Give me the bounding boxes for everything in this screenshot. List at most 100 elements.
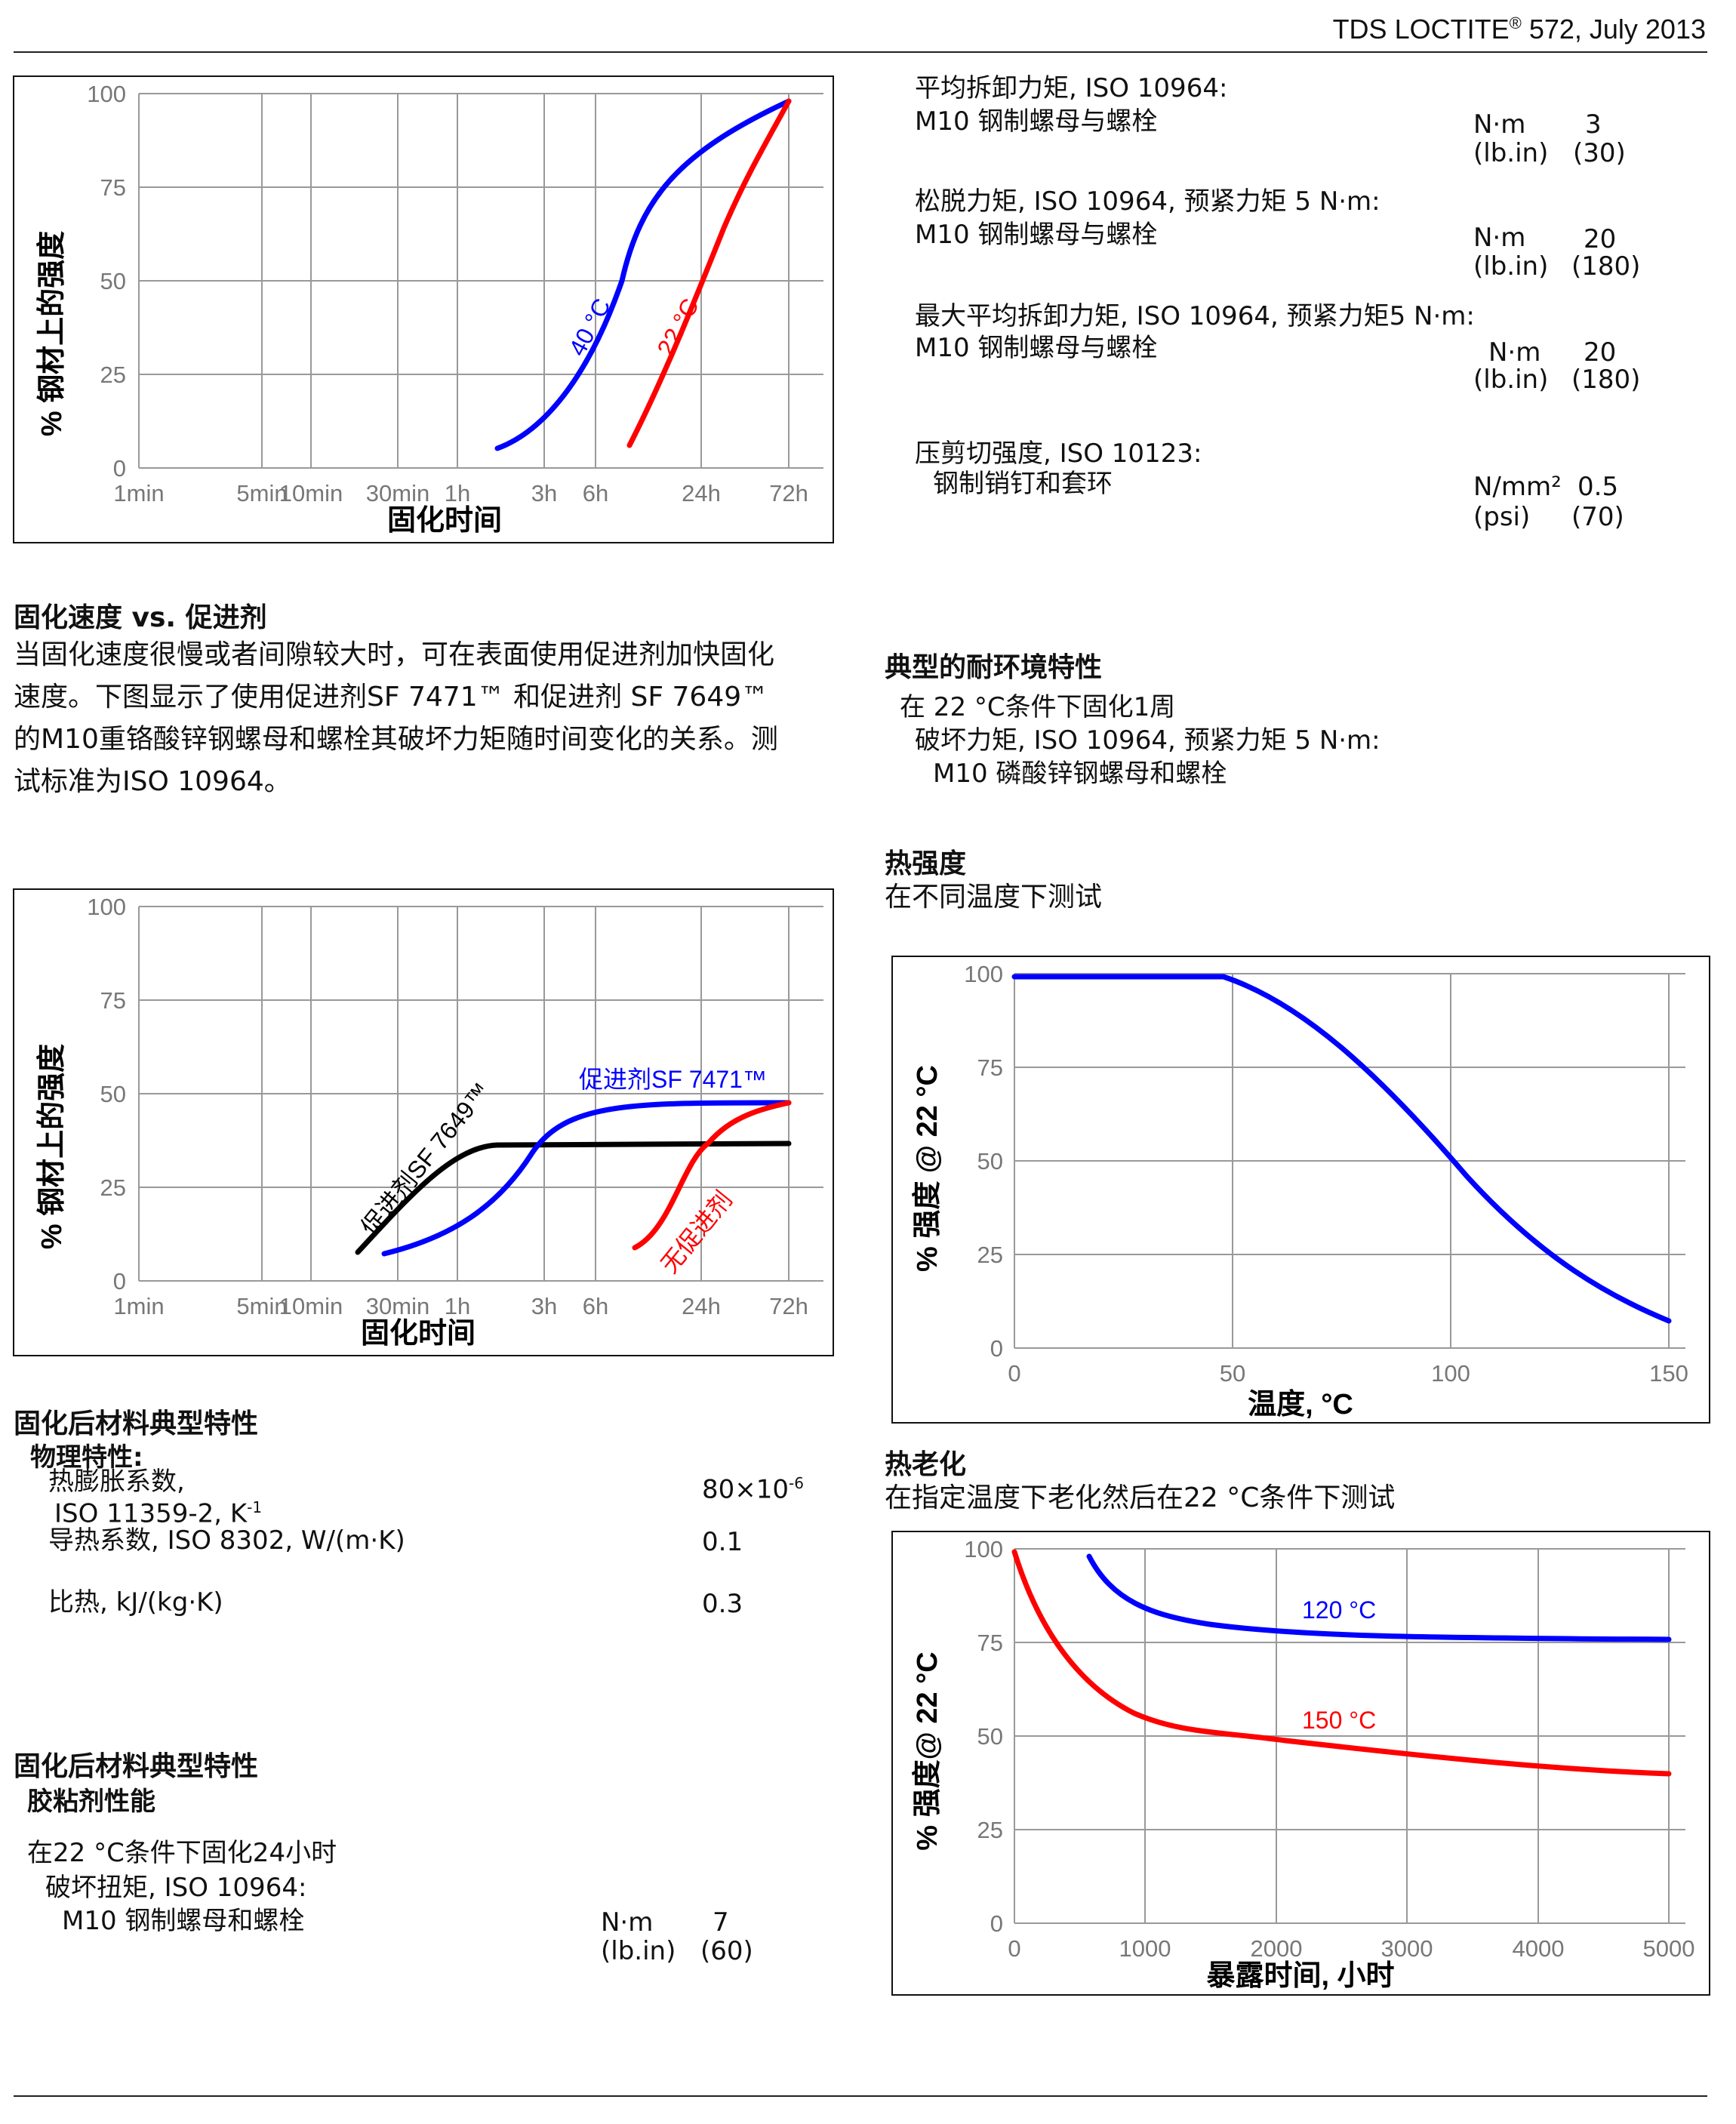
series-120c-label: 120 °C [1302,1596,1376,1624]
paragraph-line: 的M10重铬酸锌钢螺母和螺栓其破坏力矩随时间变化的关系。测 [14,724,778,755]
y-axis-title: % 钢材上的强度 [36,1044,68,1249]
y-tick-label: 25 [977,1242,1003,1268]
y-tick-label: 50 [100,268,126,294]
cte-value: 80×10-6 [702,1466,804,1507]
property-value-imperial: (70) [1571,502,1624,532]
cte-unit-exponent: -1 [247,1498,263,1516]
property-unit-si: N·m [1473,223,1526,253]
cte-label: 热膨胀系数, [48,1467,185,1497]
x-tick-label: 24h [682,480,721,506]
x-tick-label: 30min [366,480,429,506]
property-value-imperial: (180) [1571,365,1641,395]
cure-speed-activator-chart: 100 75 50 25 0 1min 5min 10min 30min 1h … [13,888,834,1356]
property-substrate: M10 钢制螺母与螺栓 [915,106,1158,137]
x-tick-label: 10min [279,1293,343,1319]
x-tick-label: 5min [236,1293,287,1319]
x-tick-label: 1min [113,1293,164,1319]
x-axis-title: 固化时间 [361,1318,476,1350]
property-unit-imperial: (lb.in) [1473,138,1549,168]
property-unit-imperial: (lb.in) [1473,365,1549,395]
series-120c-line [1086,1553,1672,1642]
environmental-cure-condition: 在 22 °C条件下固化1周 [900,692,1176,722]
property-label: 最大平均拆卸力矩, ISO 10964, 预紧力矩5 N·m: [915,301,1475,331]
property-unit-imperial: (lb.in) [1473,251,1549,282]
hot-strength-line [1011,974,1672,1324]
y-tick-label: 75 [977,1054,1003,1081]
y-tick-label: 0 [990,1335,1003,1362]
section-title-physical: 固化后材料典型特性 [14,1408,259,1439]
y-tick-label: 25 [100,1174,126,1201]
paragraph-line: 试标准为ISO 10964。 [14,766,291,797]
y-tick-label: 25 [977,1817,1003,1843]
x-tick-label: 5min [236,480,287,506]
series-40c-label: 40 °C [563,294,616,360]
y-tick-label: 75 [977,1630,1003,1656]
paragraph-line: 速度。下图显示了使用促进剂SF 7471™ 和促进剂 SF 7649™ [14,682,769,713]
thermal-conductivity-value: 0.1 [702,1527,743,1557]
x-tick-label: 30min [366,1293,429,1319]
cte-standard: ISO 11359-2, K-1 [54,1490,262,1531]
chart4-svg: 100 75 50 25 0 0 1000 2000 3000 4000 500… [912,1536,1694,1992]
header-date: 572, July 2013 [1521,14,1706,45]
hot-strength-chart: 100 75 50 25 0 0 50 100 150 温度, °C % 强度 … [891,956,1710,1424]
property-label: 平均拆卸力矩, ISO 10964: [915,73,1228,103]
y-tick-label: 0 [990,1910,1003,1937]
series-sf7471-label: 促进剂SF 7471™ [579,1066,767,1093]
chart4-grid [1014,1548,1685,1924]
y-tick-label: 50 [977,1723,1003,1750]
y-axis-title: % 钢材上的强度 [36,231,68,436]
cure-speed-paragraph: 当固化速度很慢或者间隙较大时，可在表面使用促进剂加快固化 速度。下图显示了使用促… [14,634,836,803]
section-title-adhesive: 固化后材料典型特性 [14,1751,259,1782]
chart1-svg: 100 75 50 25 0 1min 5min 10min 30min 1h … [36,81,823,537]
series-150c-line [1011,1549,1672,1777]
x-tick-label: 4000 [1513,1935,1565,1962]
breakaway-value-si: 7 [713,1907,729,1938]
section-title-cure-speed: 固化速度 vs. 促进剂 [14,602,267,633]
x-axis-title: 暴露时间, 小时 [1206,1960,1394,1992]
x-tick-label: 1min [113,480,164,506]
document-header: TDS LOCTITE® 572, July 2013 [1333,14,1706,45]
chart1-grid [138,93,823,469]
y-tick-label: 0 [113,455,126,482]
x-tick-label: 10min [279,480,343,506]
x-tick-label: 1h [445,480,470,506]
breakaway-unit-imperial: (lb.in) [601,1936,676,1966]
registered-mark: ® [1509,14,1522,32]
section-title-heat-aging: 热老化 [885,1449,967,1480]
series-no-activator-label: 无促进剂 [655,1186,737,1278]
property-label: 压剪切强度, ISO 10123: [915,439,1202,469]
series-22c-line [626,98,792,448]
series-no-activator-line [632,1100,792,1251]
cure-speed-temperature-chart: 100 75 50 25 0 1min 5min 10min 30min 1h … [13,75,834,543]
x-tick-label: 3h [531,1293,557,1319]
property-substrate: 钢制销钉和套环 [933,469,1113,499]
property-value-imperial: (30) [1573,138,1626,168]
header-title: TDS LOCTITE [1332,14,1510,45]
chart3-svg: 100 75 50 25 0 0 50 100 150 温度, °C % 强度 … [912,961,1688,1421]
y-tick-label: 100 [964,1536,1003,1562]
breakaway-unit-si: N·m [601,1907,654,1938]
y-tick-label: 25 [100,362,126,388]
cte-standard-text: ISO 11359-2, K [54,1498,248,1529]
specific-heat-value: 0.3 [702,1589,743,1619]
specific-heat-label: 比热, kJ/(kg·K) [48,1587,223,1618]
property-value-si: 20 [1584,337,1617,368]
cte-value-exponent: -6 [789,1474,804,1492]
x-tick-label: 24h [682,1293,721,1319]
x-tick-label: 2000 [1251,1935,1303,1962]
chart3-grid [1014,973,1685,1349]
property-value-si: 0.5 [1577,472,1619,502]
x-axis-title: 固化时间 [387,505,502,537]
x-tick-label: 150 [1649,1360,1688,1387]
x-tick-label: 100 [1431,1360,1470,1387]
property-substrate: M10 钢制螺母与螺栓 [915,333,1158,363]
property-value-si: 20 [1584,224,1617,254]
series-sf7649-line [355,1140,792,1255]
x-tick-label: 3h [531,480,557,506]
y-tick-label: 100 [87,894,126,920]
y-axis-title: % 强度 @ 22 °C [912,1065,943,1272]
x-axis-title: 温度, °C [1248,1389,1353,1421]
property-value-si: 3 [1585,109,1602,140]
property-unit-imperial: (psi) [1473,502,1531,532]
breakaway-substrate: M10 钢制螺母和螺栓 [62,1906,305,1936]
